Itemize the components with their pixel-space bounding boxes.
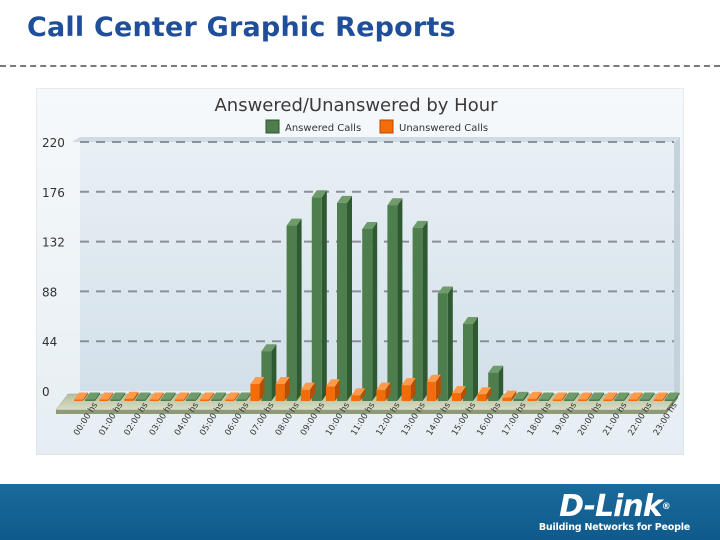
bar-answered [211, 392, 226, 401]
y-axis-ticks: 0 44 88 132 176 220 [42, 136, 65, 399]
plot-top-edge [72, 137, 680, 142]
bar-answered [563, 392, 579, 401]
bar-unanswered [578, 392, 592, 401]
bar-unanswered [225, 392, 240, 401]
bar-answered [110, 392, 126, 401]
bar-unanswered [603, 392, 618, 401]
bar-unanswered [74, 392, 88, 401]
chart-panel: 0 44 88 132 176 220 00:00 hs 01:00 hs 02:00 hs 0… [35, 87, 685, 456]
y-tick-label: 0 [42, 385, 50, 399]
y-tick-label: 44 [42, 335, 57, 349]
bar-answered [488, 365, 504, 401]
bar-answered [286, 218, 302, 401]
legend-swatch-answered [265, 119, 280, 134]
bar-unanswered [376, 382, 391, 401]
bar-answered [362, 221, 378, 401]
bar-unanswered [351, 388, 366, 401]
bar-answered [387, 198, 403, 401]
bar-unanswered [552, 392, 567, 401]
bar-unanswered [452, 386, 466, 401]
legend-label-unanswered: Unanswered Calls [399, 123, 488, 134]
bar-unanswered [477, 387, 492, 401]
title-divider [0, 65, 720, 67]
bar-answered [85, 392, 100, 401]
bar-unanswered [326, 379, 340, 401]
bar-answered [311, 190, 327, 401]
chart-title: Answered/Unanswered by Hour [214, 95, 498, 116]
bar-answered [513, 391, 529, 401]
bars [74, 190, 680, 401]
y-tick-label: 132 [42, 236, 65, 250]
bar-unanswered [124, 391, 139, 401]
bar-answered [437, 286, 453, 401]
bar-unanswered [653, 392, 668, 401]
brand-logo: D-Link® [559, 489, 671, 524]
bar-unanswered [502, 390, 517, 401]
bar-unanswered [300, 382, 315, 401]
bar-unanswered [275, 377, 290, 401]
bar-answered [589, 392, 604, 401]
y-tick-label: 220 [42, 136, 65, 150]
bar-answered [337, 195, 352, 401]
footer-band [0, 484, 720, 540]
plot-area [80, 142, 680, 391]
y-tick-label: 88 [42, 285, 57, 299]
legend: Answered Calls Unanswered Calls [265, 119, 488, 134]
bar-unanswered [250, 377, 265, 401]
bar-unanswered [200, 392, 214, 401]
bar-unanswered [527, 391, 542, 401]
bar-answered [236, 392, 252, 401]
y-tick-label: 176 [42, 186, 65, 200]
bar-answered [664, 392, 680, 401]
legend-label-answered: Answered Calls [285, 123, 361, 134]
bar-answered [463, 317, 478, 401]
bar-answered [412, 220, 428, 401]
brand-block: D-Link® Building Networks for People [538, 489, 690, 534]
bar-unanswered [401, 378, 416, 401]
bar-answered [538, 392, 554, 401]
bar-unanswered [174, 392, 189, 401]
legend-swatch-unanswered [379, 119, 394, 134]
slide-title: Call Center Graphic Reports [27, 12, 456, 43]
bar-unanswered [628, 392, 643, 401]
bar-answered [160, 392, 176, 401]
bar-unanswered [99, 392, 114, 401]
chart-floor-edge [56, 410, 666, 414]
plot-right-wall [674, 137, 680, 396]
bar-answered [135, 392, 151, 401]
bar-unanswered [426, 374, 441, 401]
bar-answered [614, 392, 630, 401]
brand-tagline: Building Networks for People [538, 522, 690, 533]
bar-answered [185, 392, 201, 401]
bar-unanswered [149, 392, 164, 401]
bar-answered [261, 344, 277, 401]
bar-answered [639, 392, 655, 401]
